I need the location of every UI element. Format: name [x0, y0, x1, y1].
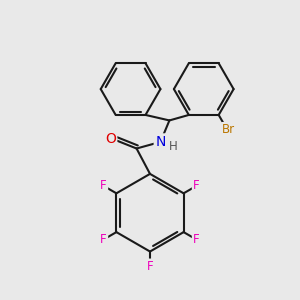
Text: O: O	[105, 132, 116, 146]
Text: F: F	[100, 233, 107, 246]
Text: H: H	[169, 140, 177, 153]
Text: N: N	[155, 135, 166, 149]
Text: F: F	[193, 179, 200, 192]
Text: F: F	[100, 179, 107, 192]
Text: Br: Br	[222, 123, 236, 136]
Text: F: F	[147, 260, 153, 273]
Text: F: F	[193, 233, 200, 246]
